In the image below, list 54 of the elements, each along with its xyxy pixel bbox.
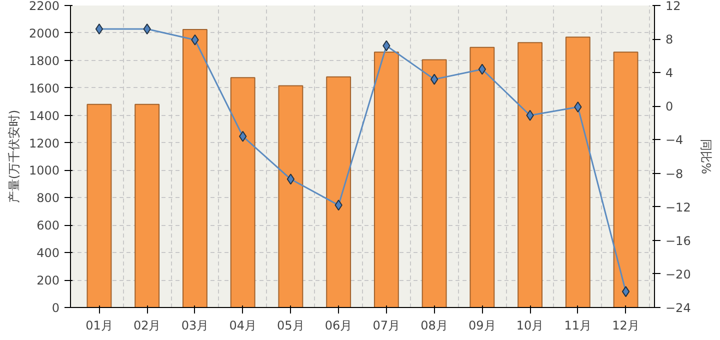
y-axis-title: 产量(万千伏安时) — [6, 110, 21, 204]
x-tick-label: 01月 — [86, 318, 113, 332]
y-tick-label: 1400 — [28, 108, 60, 123]
x-tick-label: 04月 — [229, 318, 256, 332]
x-tick-label: 12月 — [612, 318, 640, 332]
point — [95, 23, 104, 34]
y-tick-label: 1200 — [28, 136, 60, 150]
x-tick-label: 08月 — [420, 318, 448, 332]
x-tick-label: 07月 — [372, 318, 400, 332]
y2-tick-label: −8 — [666, 166, 684, 181]
x-tick-label: 09月 — [468, 318, 496, 332]
y2-tick-label: −16 — [666, 234, 691, 248]
bar — [278, 85, 304, 308]
y2-tick-label: 0 — [666, 100, 674, 114]
x-tick-label: 06月 — [324, 318, 352, 332]
bar — [422, 59, 447, 308]
bar — [518, 42, 543, 308]
y-tick-label: 600 — [36, 218, 60, 233]
bar — [326, 76, 352, 308]
bar — [470, 46, 495, 308]
x-tick-label: 10月 — [516, 318, 544, 332]
y-tick-label: 2000 — [28, 26, 60, 40]
y-tick-label: 400 — [36, 246, 60, 260]
y2-tick-label: 8 — [666, 32, 674, 47]
point — [430, 74, 438, 85]
bar — [374, 52, 399, 308]
point — [622, 286, 630, 298]
y-tick-label: 1000 — [28, 164, 60, 178]
y2-tick-label: −24 — [666, 301, 691, 315]
x-tick-label: 03月 — [181, 318, 209, 332]
point — [478, 64, 486, 75]
y-tick-label: 800 — [36, 191, 60, 206]
bar — [613, 52, 638, 308]
bar — [86, 104, 112, 308]
y2-tick-label: −20 — [666, 267, 691, 282]
bar — [182, 29, 208, 308]
y-tick-label: 200 — [36, 274, 60, 288]
y2-tick-label: −12 — [666, 200, 691, 214]
y-tick-label: 2200 — [28, 0, 60, 13]
bar — [134, 104, 160, 308]
x-tick-label: 02月 — [133, 318, 161, 332]
y-tick-label: 0 — [52, 301, 60, 315]
y-tick-label: 1600 — [28, 81, 60, 96]
y-tick-label: 1800 — [28, 54, 60, 68]
point — [238, 130, 247, 142]
x-tick-label: 05月 — [277, 318, 304, 332]
y2-tick-label: 4 — [666, 66, 674, 80]
bar — [565, 36, 590, 308]
y2-axis-title: 同比% — [698, 138, 713, 174]
point — [286, 174, 295, 185]
bar — [230, 77, 256, 308]
y2-tick-label: 12 — [666, 0, 681, 13]
x-tick-label: 11月 — [564, 318, 592, 332]
y2-tick-label: −4 — [666, 133, 684, 148]
